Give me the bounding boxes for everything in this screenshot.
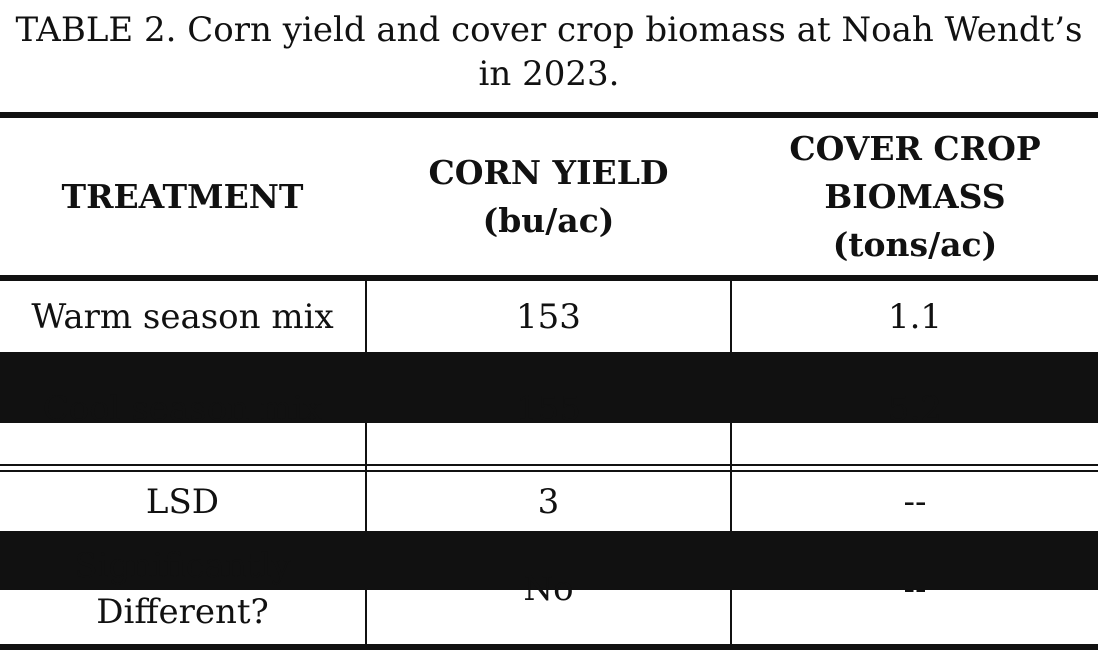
double-rule-bottom <box>0 470 1098 472</box>
cell-corn-yield: 3 <box>537 481 560 522</box>
double-rule-top <box>0 464 1098 466</box>
cell-biomass: 5.2 <box>887 389 943 429</box>
cell-treatment: Significantly Different? <box>74 545 291 632</box>
cell-corn-yield: No <box>523 568 574 609</box>
table-top-rule <box>0 112 1098 118</box>
cell-treatment: LSD <box>145 481 220 522</box>
table-bottom-rule <box>0 644 1098 650</box>
table-caption: TABLE 2. Corn yield and cover crop bioma… <box>15 10 1083 94</box>
header-corn-yield: CORN YIELD (bu/ac) <box>428 152 669 240</box>
cell-corn-yield: 155 <box>516 389 581 429</box>
cell-treatment: Warm season mix <box>31 296 334 337</box>
column-divider-2 <box>730 281 732 644</box>
header-cover-crop-biomass: COVER CROP BIOMASS (tons/ac) <box>789 128 1041 264</box>
header-treatment: TREATMENT <box>61 176 304 216</box>
cell-biomass: -- <box>903 568 927 609</box>
cell-corn-yield: 153 <box>516 296 581 337</box>
row-divider <box>0 352 1098 423</box>
cell-biomass: 1.1 <box>887 296 943 337</box>
column-divider-1 <box>365 281 367 644</box>
cell-treatment: Cool season mix <box>42 389 323 429</box>
header-bottom-rule <box>0 275 1098 281</box>
row-divider <box>0 531 1098 590</box>
cell-biomass: -- <box>903 481 927 522</box>
